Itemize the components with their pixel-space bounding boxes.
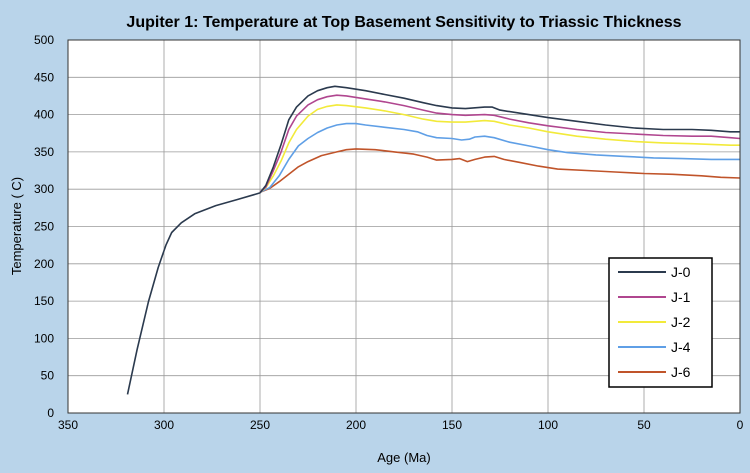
y-tick-label: 250	[34, 220, 54, 234]
y-tick-label: 50	[41, 369, 55, 383]
x-tick-labels: 350 300 250 200 150 100 50 0	[58, 418, 744, 432]
plot-border	[67, 39, 741, 414]
y-axis-label: Temperature ( C)	[9, 177, 24, 275]
x-axis-label: Age (Ma)	[377, 450, 430, 465]
y-tick-label: 450	[34, 70, 54, 84]
y-tick-label: 400	[34, 108, 54, 122]
y-tick-label: 0	[47, 406, 54, 420]
chart-title: Jupiter 1: Temperature at Top Basement S…	[126, 14, 681, 31]
x-tick-label: 300	[154, 418, 174, 432]
legend-label-j-1: J-1	[671, 289, 691, 305]
series-line-j-1	[259, 94, 741, 193]
y-tick-label: 300	[34, 182, 54, 196]
x-tick-label: 200	[346, 418, 366, 432]
y-tick-label: 350	[34, 145, 54, 159]
legend-label-j-6: J-6	[671, 364, 691, 380]
x-tick-label: 100	[538, 418, 558, 432]
legend-label-j-2: J-2	[671, 314, 691, 330]
x-tick-label: 50	[637, 418, 651, 432]
y-tick-labels: 0 50 100 150 200 250 300 350 400 450 500	[34, 33, 54, 420]
x-tick-label: 0	[737, 418, 744, 432]
x-tick-label: 250	[250, 418, 270, 432]
y-tick-label: 150	[34, 294, 54, 308]
x-tick-label: 350	[58, 418, 78, 432]
series-line-j-4	[259, 122, 740, 193]
legend: J-0 J-1 J-2 J-4 J-6	[608, 257, 713, 388]
y-tick-label: 100	[34, 331, 54, 345]
series-line-j-2	[259, 104, 740, 193]
y-tick-label: 500	[34, 33, 54, 47]
x-tick-label: 150	[442, 418, 462, 432]
legend-label-j-4: J-4	[671, 339, 691, 355]
legend-label-j-0: J-0	[671, 264, 691, 280]
series-layer	[126, 85, 741, 395]
y-tick-label: 200	[34, 257, 54, 271]
series-line-j-0	[126, 85, 740, 395]
series-line-j-6	[259, 148, 741, 193]
